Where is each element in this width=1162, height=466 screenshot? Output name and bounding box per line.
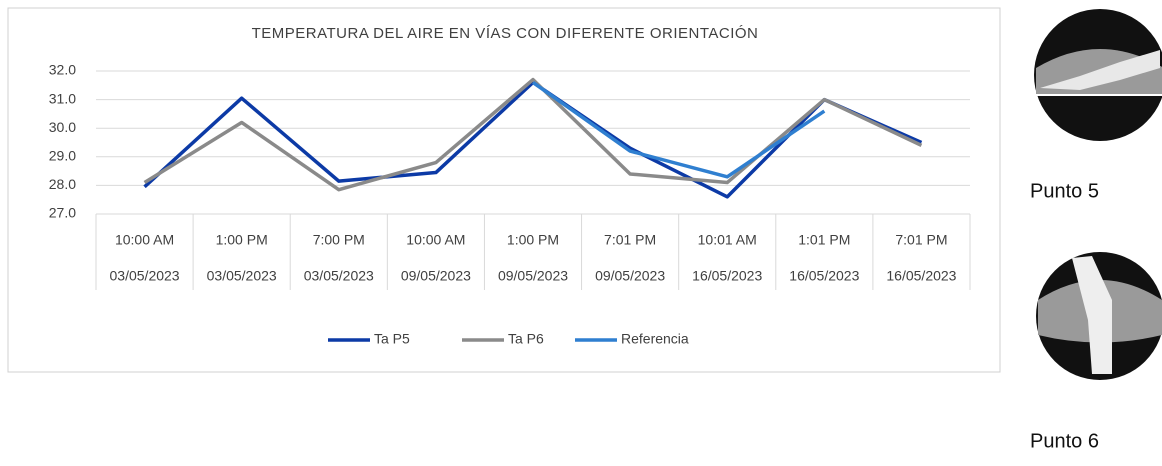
x-tick-label: 16/05/2023 [789, 268, 859, 284]
x-tick-label: 1:00 PM [507, 232, 559, 248]
panel-label: Punto 5 [1030, 180, 1099, 202]
x-tick-label: 7:00 PM [313, 232, 365, 248]
x-tick-label: 10:01 AM [698, 232, 757, 248]
x-tick-label: 03/05/2023 [110, 268, 180, 284]
x-tick-label: 1:01 PM [798, 232, 850, 248]
x-tick-label: 10:00 AM [115, 232, 174, 248]
y-tick-label: 28.0 [49, 176, 76, 192]
x-tick-label: 03/05/2023 [207, 268, 277, 284]
chart-frame [7, 7, 1001, 373]
y-tick-label: 31.0 [49, 90, 76, 106]
legend-label: Referencia [621, 331, 689, 347]
sky-view-6 [1036, 252, 1162, 380]
x-tick-label: 16/05/2023 [886, 268, 956, 284]
y-tick-label: 30.0 [49, 119, 76, 135]
x-tick-label: 16/05/2023 [692, 268, 762, 284]
panel-label: Punto 6 [1030, 430, 1099, 452]
sky-view-5 [1034, 9, 1162, 141]
x-tick-label: 09/05/2023 [498, 268, 568, 284]
legend-label: Ta P5 [374, 331, 410, 347]
chart-title: TEMPERATURA DEL AIRE EN VÍAS CON DIFEREN… [252, 25, 759, 42]
x-tick-label: 7:01 PM [604, 232, 656, 248]
y-tick-label: 29.0 [49, 148, 76, 164]
x-tick-label: 03/05/2023 [304, 268, 374, 284]
x-tick-label: 09/05/2023 [401, 268, 471, 284]
series-line [143, 77, 923, 192]
y-tick-label: 27.0 [49, 205, 76, 221]
x-tick-label: 1:00 PM [216, 232, 268, 248]
y-tick-label: 32.0 [49, 62, 76, 78]
series-line [531, 81, 826, 179]
x-tick-label: 7:01 PM [895, 232, 947, 248]
x-tick-label: 09/05/2023 [595, 268, 665, 284]
x-tick-label: 10:00 AM [406, 232, 465, 248]
legend-label: Ta P6 [508, 331, 544, 347]
